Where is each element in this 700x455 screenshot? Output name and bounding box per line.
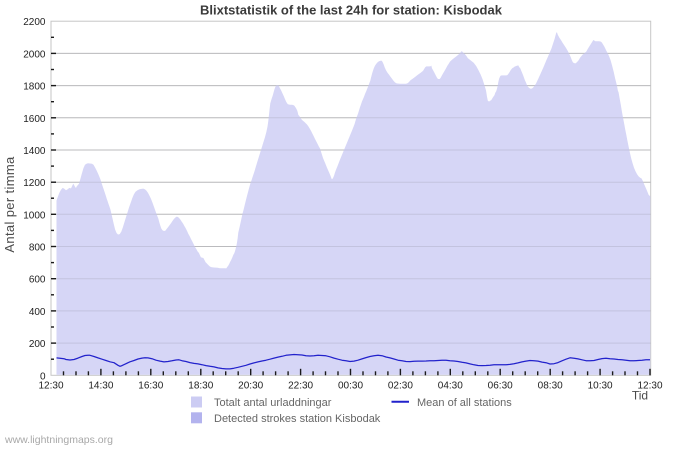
svg-text:04:30: 04:30: [438, 381, 463, 392]
svg-text:Mean of all stations: Mean of all stations: [417, 397, 512, 409]
svg-text:02:30: 02:30: [388, 381, 413, 392]
svg-text:12:30: 12:30: [38, 381, 63, 392]
svg-text:10:30: 10:30: [588, 381, 613, 392]
svg-text:12:30: 12:30: [637, 381, 662, 392]
svg-text:00:30: 00:30: [338, 381, 363, 392]
svg-text:Detected strokes station Kisbo: Detected strokes station Kisbodak: [214, 413, 381, 425]
svg-text:Tid: Tid: [632, 389, 648, 403]
svg-text:06:30: 06:30: [488, 381, 513, 392]
svg-text:1200: 1200: [23, 178, 46, 189]
svg-text:2000: 2000: [23, 49, 46, 60]
svg-text:20:30: 20:30: [238, 381, 263, 392]
svg-text:Blixtstatistik of the last 24h: Blixtstatistik of the last 24h for stati…: [200, 3, 503, 18]
svg-text:1600: 1600: [23, 114, 46, 125]
svg-text:600: 600: [29, 275, 46, 286]
svg-text:www.lightningmaps.org: www.lightningmaps.org: [4, 434, 113, 446]
svg-text:14:30: 14:30: [88, 381, 113, 392]
svg-text:200: 200: [29, 339, 46, 350]
svg-text:2200: 2200: [23, 17, 46, 28]
svg-text:22:30: 22:30: [288, 381, 313, 392]
svg-text:18:30: 18:30: [188, 381, 213, 392]
svg-text:1800: 1800: [23, 82, 46, 93]
svg-text:400: 400: [29, 307, 46, 318]
svg-text:08:30: 08:30: [538, 381, 563, 392]
svg-text:16:30: 16:30: [138, 381, 163, 392]
svg-text:0: 0: [40, 371, 46, 382]
svg-text:Totalt antal urladdningar: Totalt antal urladdningar: [214, 397, 332, 409]
svg-text:1400: 1400: [23, 146, 46, 157]
svg-text:1000: 1000: [23, 210, 46, 221]
svg-text:Antal per timma: Antal per timma: [2, 156, 17, 253]
svg-text:800: 800: [29, 243, 46, 254]
